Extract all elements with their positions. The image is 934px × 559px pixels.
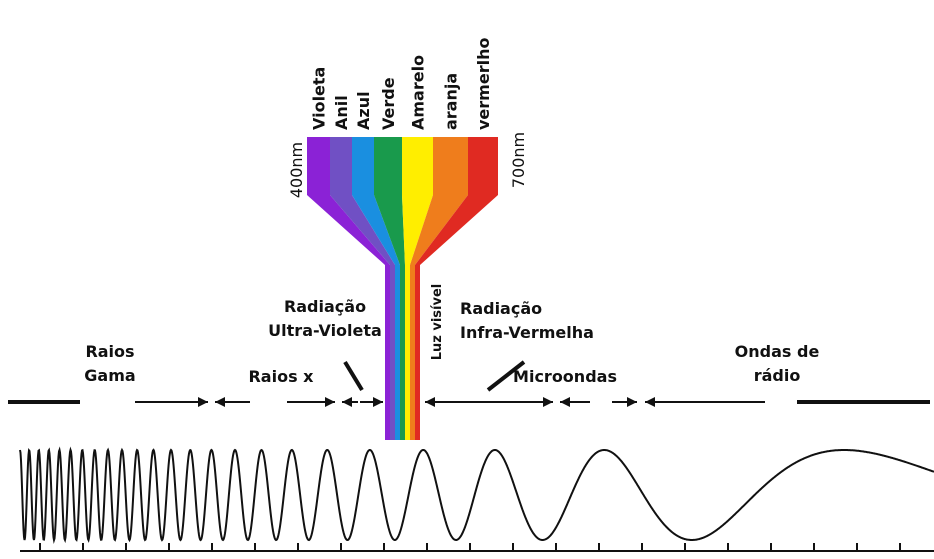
color-band xyxy=(307,137,390,440)
region-label: Raios x xyxy=(248,367,314,386)
wave xyxy=(19,446,934,544)
region-label: Radiação xyxy=(460,299,542,318)
region-label: rádio xyxy=(754,366,801,385)
region-label: Microondas xyxy=(513,367,617,386)
color-band xyxy=(415,137,498,440)
region-label: Gama xyxy=(84,366,135,385)
labels: Violeta Anil Azul Verde Amarelo aranja vermerl… xyxy=(84,38,819,386)
color-band xyxy=(330,137,395,440)
region-label: Ondas de xyxy=(735,342,820,361)
region-label: Luz visível xyxy=(430,284,445,361)
region-label: Infra-Vermelha xyxy=(460,323,594,342)
max-wavelength: 700nm xyxy=(509,132,528,188)
color-band xyxy=(352,137,400,440)
arrows xyxy=(8,360,930,407)
band-label: Amarelo xyxy=(409,55,428,130)
region-label: Radiação xyxy=(284,297,366,316)
pointer xyxy=(343,360,364,392)
pointer xyxy=(486,360,526,392)
region-label: Ultra-Violeta xyxy=(268,321,382,340)
band-label: aranja xyxy=(442,73,461,130)
region-label: Raios xyxy=(85,342,134,361)
band-label: Azul xyxy=(354,91,373,130)
band-label: Anil xyxy=(332,95,351,130)
min-wavelength: 400nm xyxy=(287,142,306,198)
scale-axis xyxy=(20,543,934,552)
band-label: vermerlho xyxy=(474,38,493,130)
color-band xyxy=(410,137,468,440)
color-band xyxy=(374,137,405,440)
band-label: Violeta xyxy=(310,67,329,130)
visible-funnel xyxy=(307,137,498,440)
band-label: Verde xyxy=(379,77,398,130)
color-band xyxy=(402,137,433,440)
